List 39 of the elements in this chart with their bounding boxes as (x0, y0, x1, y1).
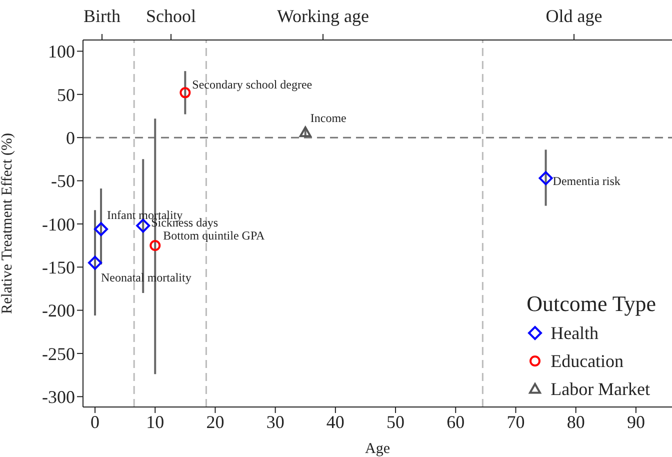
annotation: Bottom quintile GPA (163, 228, 266, 242)
legend-label: Labor Market (550, 378, 652, 400)
x-tick-label: 0 (90, 412, 100, 432)
x-tick-label: 10 (146, 412, 164, 432)
annotation: Secondary school degree (192, 77, 312, 92)
y-tick-label: -200 (42, 300, 75, 321)
y-tick-label: 0 (66, 128, 75, 148)
annotation: Dementia risk (552, 174, 620, 188)
x-tick-label: 90 (626, 412, 645, 432)
y-tick-label: -250 (42, 344, 75, 364)
point (88, 256, 102, 270)
x-tick-label: 70 (506, 412, 525, 432)
point (180, 87, 191, 98)
legend-title: Outcome Type (526, 291, 656, 317)
y-tick-label: 100 (48, 42, 75, 62)
x-tick-label: 50 (386, 412, 405, 432)
x-tick-label: 40 (326, 412, 344, 432)
point (299, 126, 312, 138)
point (150, 240, 161, 252)
y-tick-label: -50 (51, 171, 75, 192)
text: School (146, 6, 196, 26)
legend-label: Health (550, 322, 600, 344)
text: Working age (276, 6, 370, 26)
legend-label: Education (550, 350, 625, 372)
text: Old age (546, 6, 602, 26)
point (94, 222, 108, 236)
point (538, 171, 553, 186)
y-tick-label: -150 (42, 258, 75, 278)
text: Birth (83, 6, 121, 26)
y-tick-label: 50 (57, 84, 75, 105)
x-axis-title: Age (365, 441, 390, 457)
y-tick-label: -100 (42, 214, 75, 234)
x-tick-label: 60 (446, 412, 465, 432)
y-axis-title: Relative Treatment Effect (%) (0, 133, 16, 314)
y-tick-label: -300 (42, 387, 75, 408)
x-tick-label: 20 (206, 412, 224, 432)
annotation: Income (310, 111, 346, 126)
x-tick-label: 80 (566, 412, 585, 432)
x-tick-label: 30 (266, 412, 284, 432)
